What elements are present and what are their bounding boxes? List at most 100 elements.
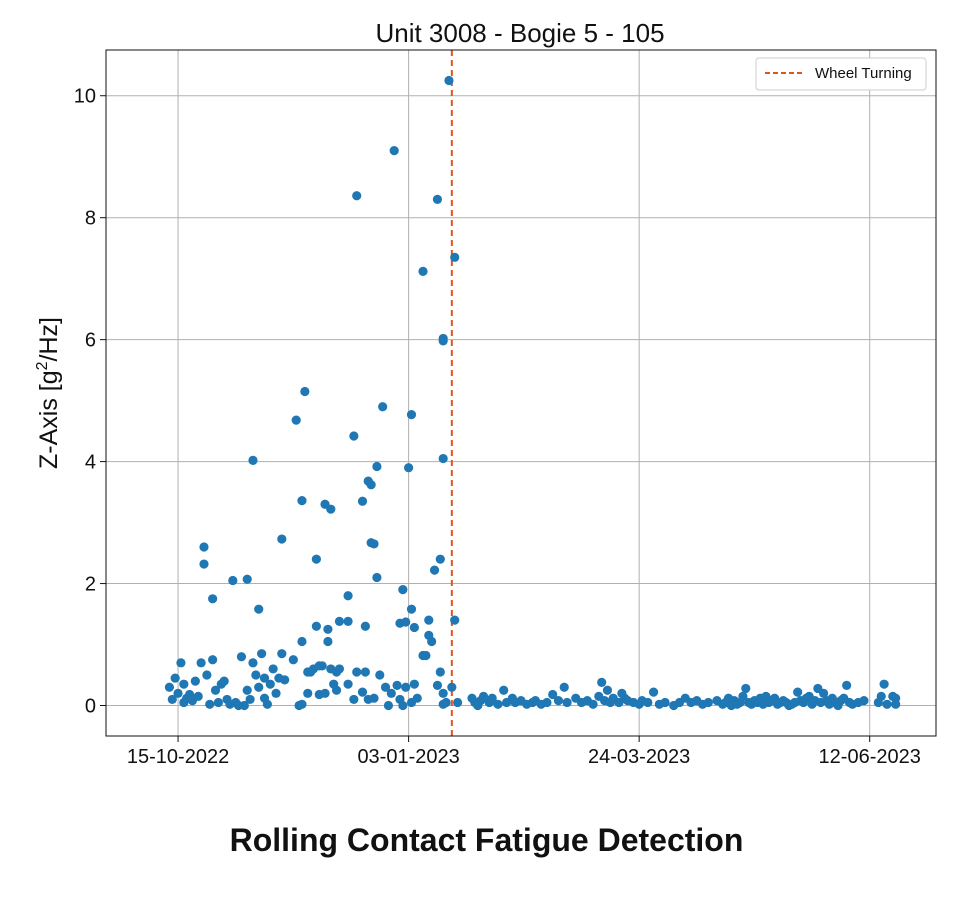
data-point <box>450 615 460 625</box>
data-point <box>334 616 345 626</box>
data-point <box>819 688 829 698</box>
data-point <box>343 591 353 601</box>
y-tick-label: 4 <box>85 452 96 474</box>
data-point <box>164 682 175 692</box>
data-point <box>401 682 411 692</box>
data-point <box>300 386 310 397</box>
data-point <box>239 700 249 711</box>
x-tick-label: 15-10-2022 <box>127 746 229 768</box>
data-point <box>842 680 852 690</box>
data-point <box>372 572 382 583</box>
data-point <box>202 670 212 680</box>
data-point <box>383 700 394 711</box>
chart-title: Unit 3008 - Bogie 5 - 105 <box>375 18 664 48</box>
data-point <box>251 670 261 680</box>
legend-label: Wheel Turning <box>815 65 912 82</box>
scatter-chart: Unit 3008 - Bogie 5 - 105 0 2 4 6 8 10 15-10-… <box>34 18 937 768</box>
data-point <box>438 336 448 346</box>
x-tick-label: 03-01-2023 <box>357 746 459 768</box>
y-tick-label: 10 <box>74 86 96 108</box>
data-point <box>380 682 391 692</box>
data-point <box>392 680 402 690</box>
data-point <box>406 604 417 614</box>
data-point <box>280 675 290 685</box>
data-point <box>369 693 379 703</box>
data-point <box>398 700 408 711</box>
legend: Wheel Turning <box>755 57 927 91</box>
x-tick-label: 24-03-2023 <box>588 746 690 768</box>
legend-box <box>755 57 927 91</box>
data-point <box>548 689 558 700</box>
data-point <box>372 461 382 472</box>
data-point <box>352 191 362 201</box>
data-point <box>297 496 307 506</box>
data-point <box>254 604 264 614</box>
y-tick-label: 2 <box>85 574 96 596</box>
data-point <box>357 496 368 506</box>
data-point <box>297 636 307 647</box>
data-point <box>297 699 307 709</box>
data-point <box>349 694 359 705</box>
data-point <box>245 694 255 705</box>
data-point <box>320 688 330 698</box>
data-point <box>352 667 362 677</box>
data-point <box>360 667 370 677</box>
data-point <box>349 431 359 441</box>
data-point <box>242 685 252 695</box>
data-point <box>208 655 218 665</box>
data-point <box>205 699 215 709</box>
data-point <box>409 679 419 689</box>
data-point <box>323 624 333 634</box>
y-axis-ticks: 0 2 4 6 8 10 <box>74 86 106 718</box>
data-point <box>412 693 422 703</box>
data-point <box>357 687 368 697</box>
data-point <box>389 146 399 156</box>
data-point <box>487 693 497 703</box>
data-point <box>277 649 287 659</box>
data-point <box>452 697 463 708</box>
data-point <box>257 649 267 659</box>
y-axis-label: Z-Axis [g2/Hz] <box>34 317 63 469</box>
data-point <box>271 688 281 698</box>
data-point <box>193 691 203 701</box>
data-point <box>432 194 443 204</box>
data-point <box>429 565 440 575</box>
data-point <box>478 691 489 701</box>
data-point <box>738 691 748 701</box>
data-point <box>219 676 229 686</box>
data-point <box>179 679 189 689</box>
data-point <box>311 621 321 631</box>
data-point <box>643 697 653 708</box>
data-point <box>208 594 218 604</box>
data-point <box>228 575 238 586</box>
data-point <box>343 679 353 689</box>
data-point <box>424 615 434 625</box>
data-point <box>190 676 200 686</box>
data-point <box>277 534 287 544</box>
data-point <box>418 266 428 276</box>
data-point <box>326 504 336 514</box>
caption: Rolling Contact Fatigue Detection <box>229 822 744 858</box>
data-point <box>401 617 411 627</box>
data-point <box>369 539 379 549</box>
data-point <box>559 682 569 692</box>
y-tick-label: 6 <box>85 330 96 352</box>
data-point <box>398 585 408 595</box>
data-point <box>288 655 298 665</box>
data-point <box>493 699 503 709</box>
data-point <box>438 453 448 464</box>
data-point <box>199 559 209 569</box>
data-point <box>210 685 221 695</box>
data-point <box>447 682 457 692</box>
data-point <box>254 682 264 692</box>
data-point <box>409 622 419 633</box>
data-point <box>170 673 180 683</box>
data-point <box>375 670 385 680</box>
data-point <box>793 687 803 697</box>
data-point <box>406 410 417 420</box>
data-point <box>242 574 252 584</box>
data-point <box>323 636 333 647</box>
data-points <box>164 75 901 711</box>
data-point <box>438 688 448 698</box>
x-tick-label: 12-06-2023 <box>819 746 921 768</box>
